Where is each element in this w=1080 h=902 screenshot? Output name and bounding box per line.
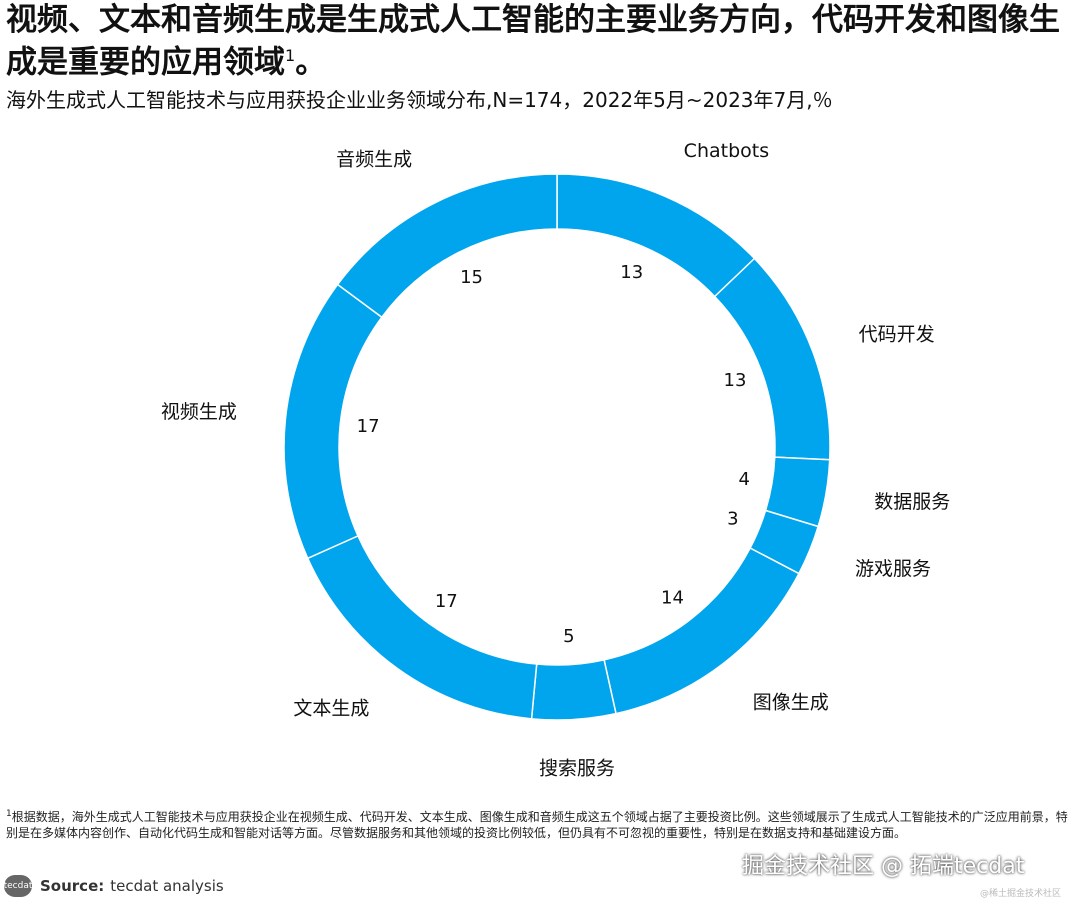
donut-slice <box>336 173 558 319</box>
chart-title-text: 视频、文本和音频生成是生成式人工智能的主要业务方向，代码开发和图像生成是重要的应… <box>6 2 1060 81</box>
slice-value-label: 13 <box>620 262 643 283</box>
watermark-small: @稀土掘金技术社区 <box>980 889 1062 899</box>
slice-value-label: 17 <box>435 591 458 612</box>
slice-category-label: 数据服务 <box>874 491 950 513</box>
source-text: tecdat analysis <box>110 877 224 895</box>
slice-category-label: Chatbots <box>684 140 769 162</box>
slice-category-label: 音频生成 <box>336 148 412 170</box>
slice-category-label: 代码开发 <box>859 323 935 345</box>
source-line: tecdat Source: tecdat analysis <box>4 874 224 898</box>
slice-value-label: 13 <box>724 370 747 391</box>
slice-category-label: 文本生成 <box>293 698 369 720</box>
source-label: Source: <box>40 877 105 895</box>
footnote-text: 根据数据，海外生成式人工智能技术与应用获投企业在视频生成、代码开发、文本生成、图… <box>6 810 1068 840</box>
slice-value-label: 15 <box>460 267 483 288</box>
slice-value-label: 4 <box>738 469 749 490</box>
donut-slice <box>713 257 831 461</box>
slice-value-label: 5 <box>563 626 574 647</box>
watermark: 掘金技术社区 @ 拓端tecdat <box>742 854 1025 879</box>
tecdat-logo-icon: tecdat <box>4 875 32 897</box>
donut-chart: 13 Chatbots 13 代码开发 4 数据服务 3 游戏服务 14 图像生成 5 搜索服务 17 文… <box>161 140 950 779</box>
donut-slice <box>306 534 538 720</box>
donut-slice <box>556 173 756 298</box>
slice-category-label: 视频生成 <box>161 401 237 423</box>
slice-value-label: 17 <box>357 416 380 437</box>
slice-category-label: 游戏服务 <box>855 558 931 580</box>
chart-title: 视频、文本和音频生成是生成式人工智能的主要业务方向，代码开发和图像生成是重要的应… <box>6 2 1076 80</box>
title-footnote-marker: 1 <box>285 46 296 65</box>
title-suffix: 。 <box>295 44 327 81</box>
donut-slice <box>603 547 800 715</box>
slice-category-label: 搜索服务 <box>539 757 615 779</box>
footnote-marker: 1 <box>6 809 12 819</box>
slice-value-label: 3 <box>727 509 738 530</box>
chart-subtitle: 海外生成式人工智能技术与应用获投企业业务领域分布,N=174，2022年5月~2… <box>6 88 833 112</box>
donut-slice <box>530 658 617 721</box>
footnote: 1根据数据，海外生成式人工智能技术与应用获投企业在视频生成、代码开发、文本生成、… <box>6 806 1076 841</box>
slice-category-label: 图像生成 <box>753 692 829 714</box>
slice-value-label: 14 <box>661 587 684 608</box>
